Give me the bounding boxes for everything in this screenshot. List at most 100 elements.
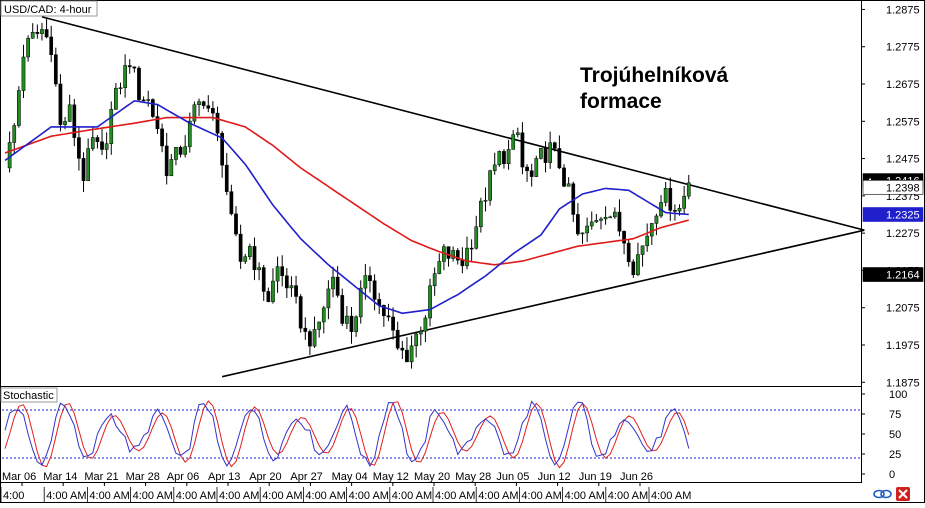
candle xyxy=(289,276,294,297)
candle xyxy=(90,127,95,151)
candle xyxy=(118,82,123,95)
candle xyxy=(612,207,617,219)
time-label: 4:00 AM xyxy=(349,490,389,502)
candles-layer xyxy=(7,17,691,369)
candle xyxy=(585,217,589,242)
candle xyxy=(649,222,654,246)
candle xyxy=(164,132,169,185)
candle xyxy=(506,139,511,170)
price-tick-label: 1.2475 xyxy=(886,154,920,166)
candle xyxy=(414,332,419,358)
candle xyxy=(423,315,428,342)
stochastic-layer xyxy=(2,400,861,469)
candle xyxy=(465,236,469,270)
time-label: 4:00 AM xyxy=(565,490,605,502)
time-label: 4:00 AM xyxy=(651,490,691,502)
candle xyxy=(257,262,261,281)
candle xyxy=(488,169,492,206)
candle xyxy=(104,132,109,160)
time-label: 4:00 AM xyxy=(435,490,475,502)
candle xyxy=(77,126,81,171)
svg-text:1.2164: 1.2164 xyxy=(886,270,920,282)
candle xyxy=(469,239,474,262)
candle xyxy=(141,96,146,102)
candle xyxy=(686,174,691,200)
candle xyxy=(17,86,21,128)
candle xyxy=(539,147,543,160)
candle xyxy=(49,25,54,63)
candle xyxy=(437,253,442,275)
date-label: May 20 xyxy=(414,471,450,483)
symbol-label-box xyxy=(0,0,98,17)
link-icon[interactable] xyxy=(873,488,892,500)
candle xyxy=(298,294,303,333)
time-label: 4:00 AM xyxy=(478,490,518,502)
candle xyxy=(502,149,506,169)
candle xyxy=(174,147,178,166)
candle xyxy=(603,206,608,225)
close-icon[interactable] xyxy=(896,487,910,501)
stochastic-k-line xyxy=(4,400,690,468)
candle xyxy=(234,206,238,237)
time-label: 4:00 AM xyxy=(176,490,216,502)
time-label: 4:00 AM xyxy=(521,490,561,502)
candle xyxy=(432,267,437,296)
stochastic-tick-label: 75 xyxy=(889,409,901,421)
candle xyxy=(146,90,151,107)
candle xyxy=(114,83,118,110)
candle xyxy=(326,280,331,320)
trendline-support[interactable] xyxy=(221,229,865,378)
time-label: 4:00 AM xyxy=(219,490,259,502)
candle xyxy=(206,95,211,113)
candle xyxy=(617,199,622,237)
date-label: Jun 12 xyxy=(538,471,571,483)
stochastic-label-box xyxy=(0,387,58,403)
candle xyxy=(197,98,201,117)
candle xyxy=(386,303,391,322)
candle xyxy=(238,224,243,269)
time-label: 4:00 AM xyxy=(608,490,648,502)
candle xyxy=(86,138,91,182)
price-badge-fast: 1.2325 xyxy=(862,207,924,222)
price-tick-label: 1.1975 xyxy=(886,340,920,352)
candle xyxy=(599,216,603,230)
candle xyxy=(160,123,164,153)
candle xyxy=(515,127,520,138)
candle xyxy=(483,187,488,212)
candle xyxy=(95,135,100,149)
candle xyxy=(340,288,345,326)
candle xyxy=(192,101,197,125)
candle xyxy=(626,239,631,267)
stochastic-d-line xyxy=(4,400,690,469)
candle xyxy=(229,184,234,216)
candle xyxy=(317,321,322,338)
date-label: Apr 20 xyxy=(249,471,281,483)
candle xyxy=(81,152,86,193)
candle xyxy=(446,246,451,267)
candle xyxy=(224,152,229,196)
candle xyxy=(349,306,354,344)
candle xyxy=(562,164,566,188)
price-tick-label: 1.2775 xyxy=(886,42,920,54)
candle xyxy=(663,181,668,207)
candle xyxy=(654,213,659,236)
candle xyxy=(261,264,266,301)
candle xyxy=(127,59,132,74)
time-label: 4:00 AM xyxy=(262,490,302,502)
candle xyxy=(474,215,479,250)
candle xyxy=(358,280,363,324)
time-label: 4:00 AM xyxy=(133,490,173,502)
candle xyxy=(409,335,414,369)
candle xyxy=(303,317,308,340)
candle xyxy=(682,185,686,214)
candle xyxy=(520,122,525,175)
candle xyxy=(534,155,539,178)
time-label: 4:00 AM xyxy=(89,490,129,502)
price-tick-label: 1.2275 xyxy=(886,228,920,240)
price-tick-label: 1.2675 xyxy=(886,79,920,91)
candle xyxy=(368,266,372,293)
trendline-resistance[interactable] xyxy=(41,16,865,231)
candle xyxy=(529,163,534,187)
candle xyxy=(67,94,72,122)
